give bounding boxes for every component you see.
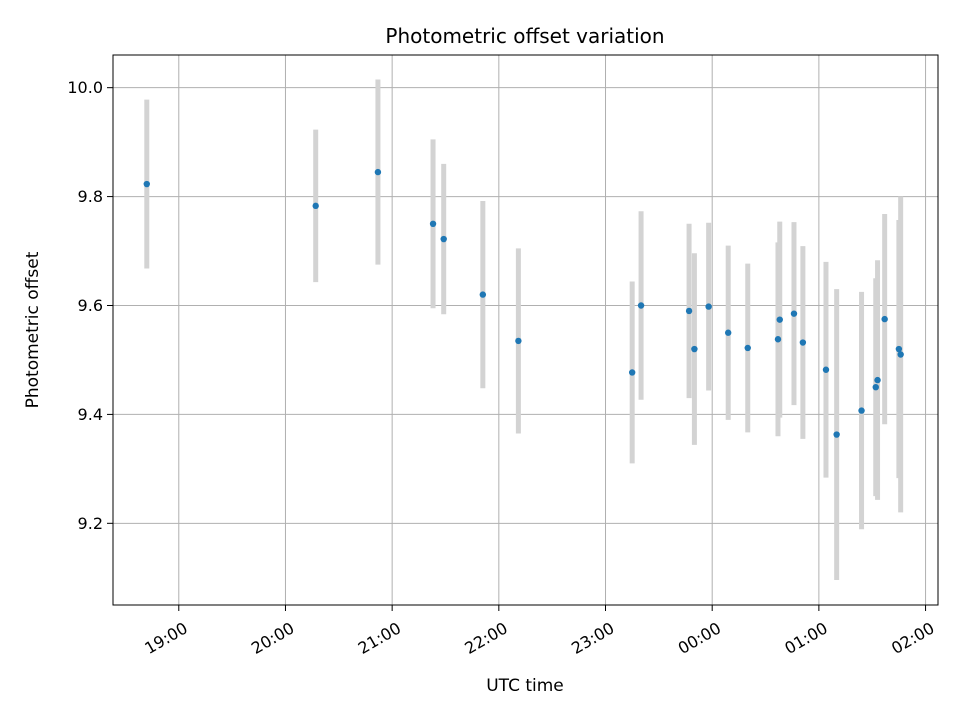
data-point (858, 407, 865, 414)
data-point (874, 376, 881, 384)
data-point (872, 383, 879, 391)
data-point (440, 235, 447, 243)
data-point (515, 337, 522, 345)
data-point (429, 220, 437, 228)
data-point (479, 291, 487, 298)
y-tick-label: 9.8 (78, 187, 103, 206)
data-point (897, 351, 904, 358)
data-point (628, 369, 636, 376)
data-point (374, 168, 382, 176)
data-point (744, 344, 751, 352)
plot-frame (112, 54, 939, 606)
data-point (724, 329, 732, 336)
data-point (637, 302, 645, 309)
data-point (881, 315, 888, 323)
data-point (312, 202, 319, 210)
y-ticks: 9.2 9.4 9.6 9.8 10.0 (67, 78, 113, 533)
data-point (691, 345, 698, 353)
y-tick-label: 10.0 (67, 78, 103, 97)
data-point (705, 303, 712, 310)
data-point (774, 336, 782, 343)
data-point (685, 307, 693, 315)
chart-title: Photometric offset variation (385, 24, 664, 48)
data-point (776, 316, 783, 323)
data-point (822, 366, 830, 373)
data-point (790, 310, 798, 317)
data-points (143, 168, 904, 438)
data-point (833, 431, 840, 438)
data-point (799, 339, 807, 346)
data-point (143, 180, 150, 188)
x-axis-label: UTC time (486, 676, 564, 696)
data-point (895, 345, 903, 353)
y-tick-label: 9.2 (78, 514, 103, 533)
y-axis-label: Photometric offset (23, 251, 43, 408)
y-tick-label: 9.6 (78, 296, 103, 315)
y-tick-label: 9.4 (78, 405, 103, 424)
